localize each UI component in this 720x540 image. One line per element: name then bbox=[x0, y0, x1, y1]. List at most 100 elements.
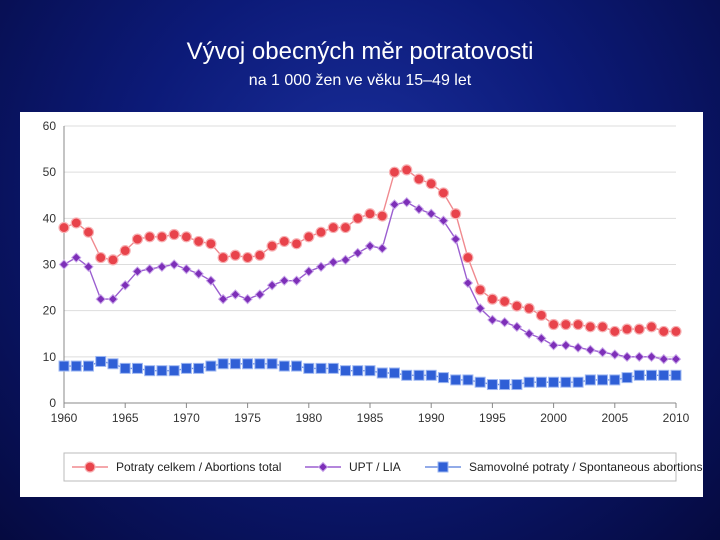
data-point bbox=[597, 374, 609, 386]
data-point bbox=[217, 358, 229, 370]
data-point bbox=[572, 342, 584, 353]
y-tick-label: 0 bbox=[49, 396, 56, 410]
x-tick-label: 1995 bbox=[479, 411, 506, 425]
data-point bbox=[658, 369, 670, 381]
data-point bbox=[609, 325, 621, 338]
data-point bbox=[437, 187, 450, 199]
data-point bbox=[266, 280, 278, 291]
data-point bbox=[438, 215, 449, 226]
legend-label: Potraty celkem / Abortions total bbox=[116, 460, 281, 474]
data-point bbox=[82, 360, 94, 372]
data-point bbox=[181, 263, 192, 275]
data-point bbox=[425, 208, 437, 219]
series-line bbox=[63, 201, 676, 360]
data-point bbox=[486, 293, 498, 305]
data-point bbox=[205, 238, 217, 250]
data-point bbox=[584, 374, 596, 386]
data-point bbox=[523, 376, 535, 388]
data-point bbox=[548, 376, 560, 388]
data-point bbox=[560, 340, 572, 351]
data-point bbox=[621, 372, 633, 384]
data-point bbox=[352, 212, 364, 224]
legend-marker bbox=[437, 461, 449, 473]
data-point bbox=[548, 340, 559, 351]
data-point bbox=[376, 210, 388, 222]
data-point bbox=[401, 164, 413, 176]
data-point bbox=[450, 233, 461, 245]
data-point bbox=[389, 199, 400, 210]
data-point bbox=[425, 178, 437, 190]
y-tick-label: 50 bbox=[43, 165, 57, 179]
data-point bbox=[634, 351, 645, 363]
data-point bbox=[339, 221, 352, 234]
data-point bbox=[633, 323, 645, 335]
data-point bbox=[303, 266, 315, 277]
x-tick-label: 2000 bbox=[540, 411, 567, 425]
data-point bbox=[242, 358, 254, 370]
data-point bbox=[217, 251, 229, 264]
data-point bbox=[364, 365, 376, 377]
data-point bbox=[315, 261, 327, 273]
data-point bbox=[499, 295, 511, 308]
data-point bbox=[670, 325, 682, 338]
y-tick-label: 10 bbox=[43, 350, 57, 364]
x-tick-label: 1965 bbox=[112, 411, 139, 425]
data-point bbox=[254, 289, 266, 300]
data-point bbox=[229, 249, 241, 261]
data-point bbox=[560, 376, 572, 388]
x-tick-label: 1970 bbox=[173, 411, 200, 425]
data-point bbox=[70, 360, 82, 372]
y-tick-label: 60 bbox=[43, 119, 57, 133]
data-point bbox=[486, 379, 498, 391]
data-point bbox=[388, 166, 401, 178]
data-point bbox=[585, 344, 596, 356]
data-point bbox=[131, 233, 144, 245]
data-point bbox=[584, 321, 596, 333]
data-point bbox=[535, 376, 547, 388]
data-point bbox=[71, 252, 82, 263]
data-point bbox=[229, 358, 241, 370]
data-point bbox=[633, 369, 645, 381]
data-point bbox=[119, 362, 131, 374]
data-point bbox=[266, 240, 278, 252]
data-point bbox=[474, 284, 486, 296]
data-point bbox=[401, 369, 413, 381]
data-point bbox=[596, 321, 609, 333]
data-point bbox=[425, 369, 437, 381]
data-point bbox=[254, 358, 266, 370]
data-point bbox=[107, 358, 119, 370]
data-point bbox=[290, 238, 303, 250]
legend-marker bbox=[317, 461, 329, 473]
legend-label: UPT / LIA bbox=[349, 460, 401, 474]
line-chart: 0 10 20 30 40 50 60 1960 1965 1970 1975 1980 1985 199… bbox=[43, 119, 702, 482]
data-point bbox=[144, 263, 155, 275]
data-point bbox=[144, 231, 156, 243]
data-point bbox=[168, 228, 180, 241]
data-point bbox=[523, 328, 535, 339]
data-point bbox=[168, 365, 180, 377]
data-point bbox=[499, 379, 511, 391]
x-tick-label: 1980 bbox=[295, 411, 322, 425]
data-point bbox=[107, 293, 119, 305]
data-point bbox=[315, 226, 327, 238]
legend-label: Samovolné potraty / Spontaneous abortion… bbox=[469, 460, 702, 474]
y-tick-label: 30 bbox=[43, 258, 57, 272]
data-point bbox=[462, 251, 474, 264]
data-point bbox=[328, 256, 339, 268]
data-point bbox=[180, 362, 192, 374]
data-point bbox=[523, 302, 535, 314]
x-tick-label: 1960 bbox=[51, 411, 78, 425]
data-point bbox=[70, 217, 82, 229]
data-point bbox=[474, 376, 486, 388]
data-point bbox=[413, 203, 425, 215]
data-point bbox=[413, 173, 425, 185]
data-point bbox=[572, 376, 584, 388]
data-point bbox=[58, 259, 70, 270]
data-point bbox=[291, 360, 303, 372]
data-point bbox=[156, 365, 168, 377]
data-point bbox=[364, 240, 376, 252]
data-point bbox=[646, 351, 657, 363]
data-point bbox=[279, 275, 290, 286]
x-tick-label: 1985 bbox=[357, 411, 384, 425]
data-point bbox=[327, 362, 339, 374]
